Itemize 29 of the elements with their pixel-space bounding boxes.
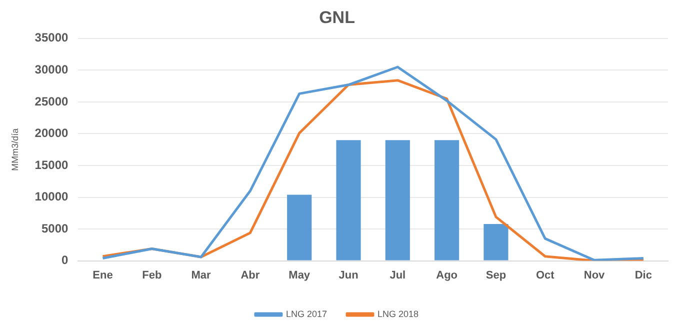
x-tick-label: May <box>288 269 311 282</box>
y-tick-label: 0 <box>61 253 68 268</box>
x-tick-label: Ene <box>92 269 113 282</box>
x-tick-label: Feb <box>142 269 162 282</box>
y-tick-label: 25000 <box>34 94 68 108</box>
y-tick-label: 5000 <box>41 221 68 236</box>
x-tick-label: Jun <box>338 269 359 282</box>
legend-label: LNG 2017 <box>286 308 328 319</box>
x-tick-label: Abr <box>240 269 260 282</box>
y-axis-title: MMm3/día <box>10 128 20 171</box>
x-tick-label: Nov <box>584 269 606 282</box>
y-tick-label: 15000 <box>34 158 68 172</box>
bar <box>287 194 312 260</box>
bar <box>484 224 508 260</box>
y-tick-label: 20000 <box>34 126 68 140</box>
bar <box>434 140 460 260</box>
chart-title: GNL <box>319 8 355 27</box>
legend-label: LNG 2018 <box>378 308 419 319</box>
x-tick-label: Jul <box>390 269 406 282</box>
bar <box>385 140 410 260</box>
y-tick-label: 30000 <box>34 62 68 76</box>
bar <box>336 140 361 260</box>
x-tick-label: Sep <box>486 269 506 282</box>
x-tick-label: Mar <box>191 269 212 282</box>
y-tick-label: 35000 <box>34 30 68 45</box>
y-tick-label: 10000 <box>34 190 68 204</box>
x-tick-label: Oct <box>536 269 555 282</box>
x-tick-label: Dic <box>634 269 652 282</box>
x-tick-label: Ago <box>436 269 458 282</box>
